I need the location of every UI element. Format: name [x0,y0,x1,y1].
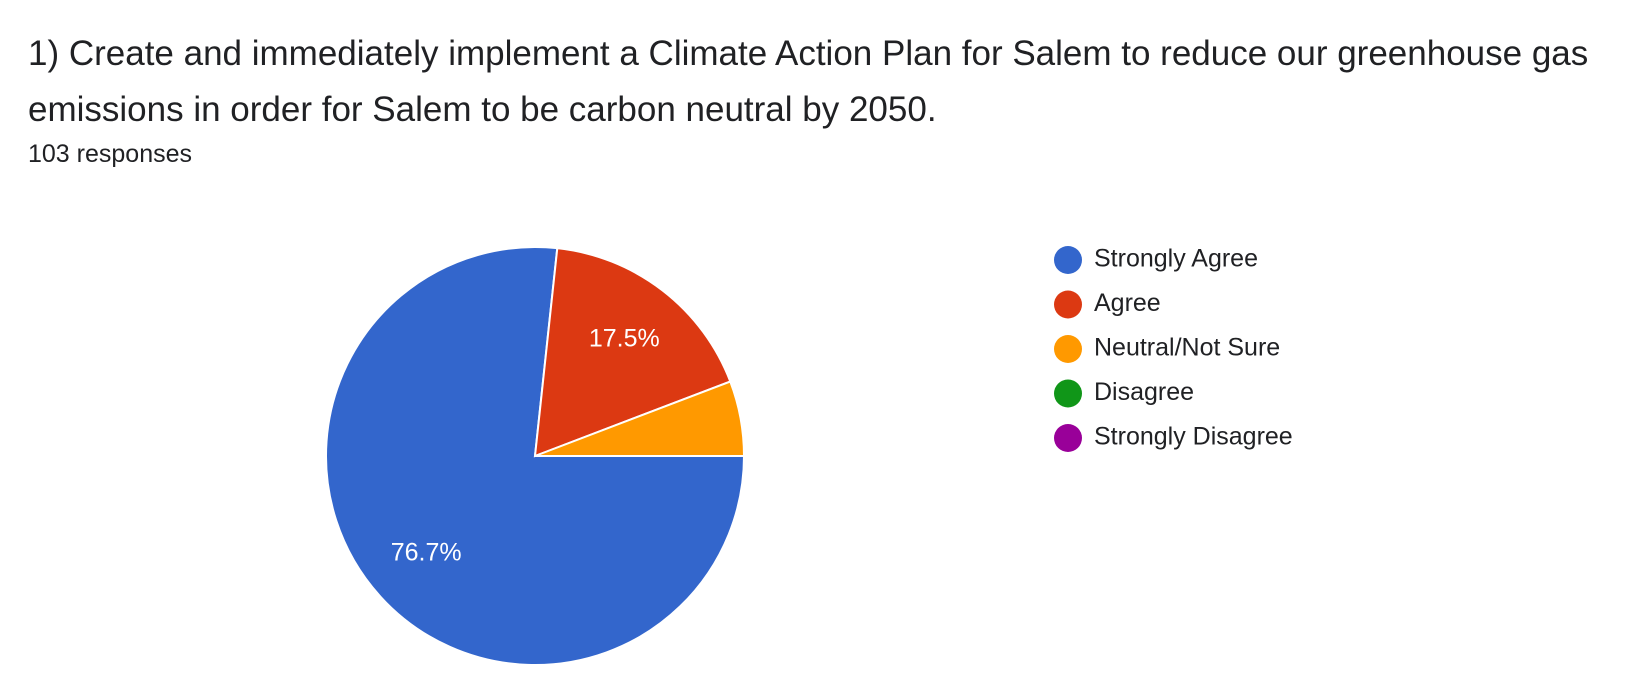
chart-title: 1) Create and immediately implement a Cl… [28,34,1589,129]
legend-label: Strongly Agree [1094,245,1258,273]
legend-label: Neutral/Not Sure [1094,334,1280,362]
legend-marker [1054,290,1082,319]
legend-marker [1054,424,1082,452]
legend-marker [1054,246,1082,274]
legend-label: Strongly Disagree [1094,423,1293,451]
chart-subtitle: 103 responses [28,140,193,168]
legend-label: Agree [1094,289,1161,317]
data-label: 17.5% [589,325,660,353]
pie-slice [533,247,732,458]
legend-label: Disagree [1094,378,1194,406]
legend-marker [1054,335,1082,363]
legend-marker [1054,379,1082,408]
pie-slice [325,246,746,666]
data-label: 76.7% [391,538,462,566]
